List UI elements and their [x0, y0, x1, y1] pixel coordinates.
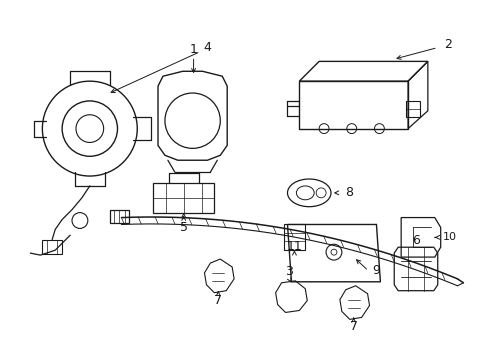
Bar — [405, 101, 419, 117]
Text: 9: 9 — [372, 265, 380, 278]
Text: 7: 7 — [349, 320, 357, 333]
Bar — [42, 240, 62, 254]
Bar — [109, 210, 129, 224]
Text: 10: 10 — [442, 232, 456, 242]
Text: 7: 7 — [214, 294, 222, 307]
Text: 11: 11 — [286, 240, 302, 253]
Text: 6: 6 — [411, 234, 419, 247]
Text: 4: 4 — [203, 41, 211, 54]
Text: 1: 1 — [189, 43, 197, 56]
Bar — [153, 183, 214, 213]
Text: 2: 2 — [443, 38, 450, 51]
Text: 5: 5 — [180, 221, 187, 234]
Text: 3: 3 — [285, 265, 293, 278]
Text: 8: 8 — [344, 186, 352, 199]
Bar — [283, 225, 305, 250]
